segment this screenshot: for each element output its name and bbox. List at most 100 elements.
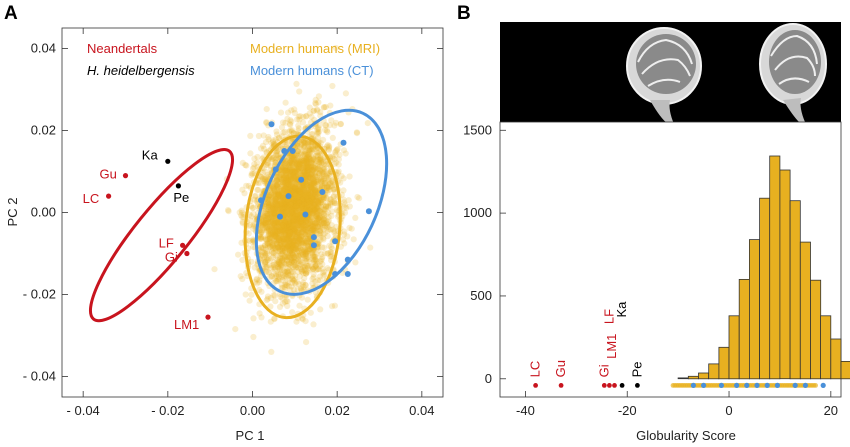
mri-point xyxy=(268,213,275,220)
mri-point xyxy=(270,212,277,220)
mri-point xyxy=(259,218,266,225)
mri-point xyxy=(338,173,345,180)
mri-point xyxy=(292,187,299,195)
mri-point xyxy=(280,245,287,252)
mri-point xyxy=(308,250,315,257)
mri-point xyxy=(280,227,287,234)
mri-point xyxy=(297,142,304,149)
mri-point xyxy=(265,215,272,222)
mri-point xyxy=(279,164,286,171)
mri-point xyxy=(310,108,317,115)
mri-point xyxy=(283,244,290,251)
mri-point xyxy=(285,203,292,210)
mri-point xyxy=(306,224,313,231)
mri-point xyxy=(309,177,316,184)
y-tick-label: 1000 xyxy=(463,205,492,220)
mri-point xyxy=(276,259,283,266)
mri-point xyxy=(299,249,306,256)
mri-point xyxy=(324,142,331,149)
mri-point xyxy=(275,270,282,277)
mri-point xyxy=(314,152,321,159)
mri-point xyxy=(303,185,310,192)
mri-point xyxy=(300,264,307,271)
mri-point xyxy=(261,205,268,213)
mri-point xyxy=(274,151,281,158)
mri-point xyxy=(279,249,286,256)
mri-point xyxy=(324,265,331,272)
mri-point xyxy=(268,348,275,355)
mri-strip-point xyxy=(813,383,818,388)
mri-point xyxy=(272,232,279,239)
mri-point xyxy=(327,200,334,207)
mri-point xyxy=(275,231,282,238)
mri-point xyxy=(259,233,266,241)
mri-point xyxy=(273,205,280,212)
mri-point xyxy=(309,188,316,195)
mri-point xyxy=(269,155,276,162)
mri-point xyxy=(310,204,317,211)
mri-point xyxy=(316,181,324,188)
mri-point xyxy=(237,273,244,280)
mri-point xyxy=(302,197,309,204)
mri-point xyxy=(305,235,312,242)
mri-point xyxy=(273,223,281,230)
mri-point xyxy=(314,208,321,215)
mri-point xyxy=(285,252,292,259)
mri-point xyxy=(301,192,308,199)
mri-point xyxy=(245,182,252,189)
point-label-lf: LF xyxy=(159,235,174,250)
mri-point xyxy=(305,160,312,168)
mri-point xyxy=(282,200,289,208)
mri-point xyxy=(279,179,286,186)
mri-point xyxy=(286,212,293,219)
mri-point xyxy=(301,242,308,249)
mri-point xyxy=(296,222,303,229)
mri-point xyxy=(284,115,291,122)
mri-point xyxy=(284,222,291,229)
mri-point xyxy=(279,300,286,307)
mri-point xyxy=(247,150,254,157)
ct-point xyxy=(281,148,288,154)
mri-point xyxy=(293,216,300,223)
mri-point xyxy=(300,167,307,174)
mri-point xyxy=(353,130,361,137)
ct-point xyxy=(332,238,339,245)
mri-point xyxy=(274,219,281,226)
mri-point xyxy=(289,309,296,316)
mri-point xyxy=(272,136,279,143)
mri-point xyxy=(312,256,319,263)
mri-point xyxy=(290,202,297,209)
mri-point xyxy=(275,235,282,242)
mri-point xyxy=(269,195,276,202)
mri-point xyxy=(313,256,320,264)
mri-point xyxy=(261,254,268,261)
mri-point xyxy=(314,221,321,228)
mri-point xyxy=(266,235,273,242)
mri-point xyxy=(249,165,257,172)
mri-point xyxy=(293,80,300,87)
mri-point xyxy=(284,236,291,243)
mri-point xyxy=(302,240,309,247)
mri-point xyxy=(327,253,334,260)
mri-point xyxy=(305,224,312,231)
mri-point xyxy=(283,179,290,186)
mri-point xyxy=(292,264,299,271)
mri-point xyxy=(290,158,297,165)
mri-point xyxy=(242,161,249,169)
mri-point xyxy=(268,231,276,238)
mri-point xyxy=(258,314,265,321)
mri-point xyxy=(292,205,299,212)
mri-point xyxy=(273,223,280,230)
mri-point xyxy=(278,187,285,194)
mri-point xyxy=(307,212,314,219)
mri-point xyxy=(273,191,280,198)
mri-point xyxy=(263,220,270,227)
mri-point xyxy=(277,241,284,248)
mri-point xyxy=(298,149,305,156)
mri-point xyxy=(284,235,291,242)
histogram-bar xyxy=(799,241,811,380)
mri-point xyxy=(296,236,303,243)
x-tick-label: 0.00 xyxy=(240,403,265,418)
mri-point xyxy=(277,293,284,300)
